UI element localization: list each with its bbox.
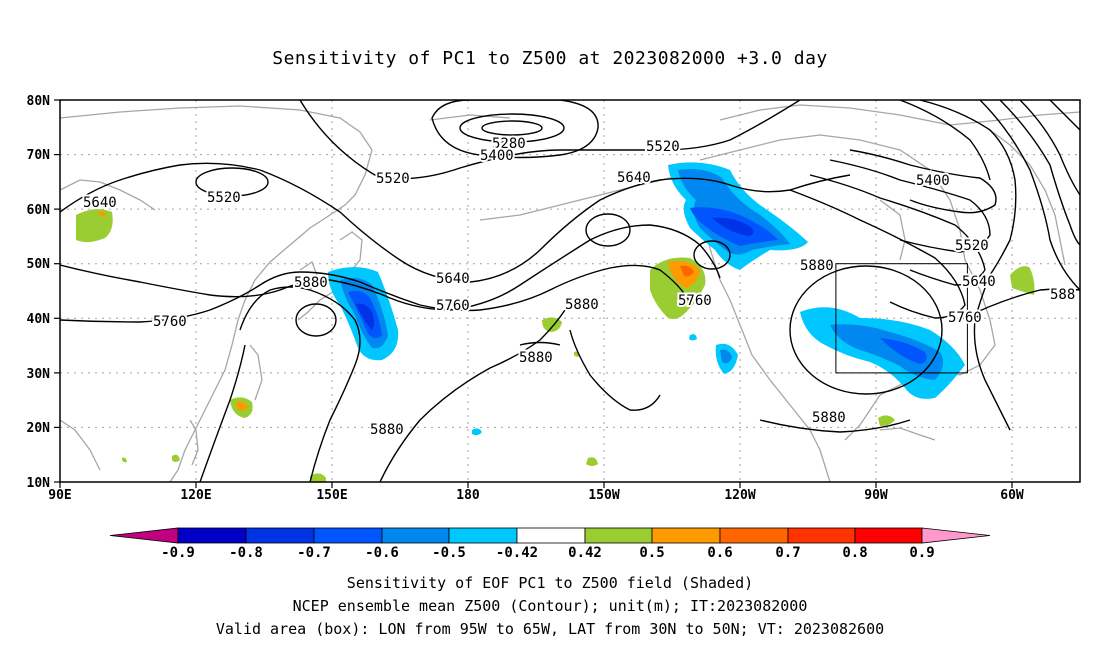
colorbar-label: -0.9: [161, 545, 195, 561]
contour-label: 5520: [207, 190, 241, 206]
colorbar-bin: [787, 527, 856, 544]
map-area: [60, 100, 1080, 482]
contour-5280: [459, 113, 565, 143]
contour-label: 5640: [436, 271, 470, 287]
lat-tick-label: 40N: [27, 312, 51, 327]
positive-sensitivity-region: [1010, 266, 1035, 295]
colorbar-label: 0.42: [568, 545, 602, 561]
lon-tick-label: 90E: [48, 488, 71, 503]
contour-label: 5760: [678, 293, 712, 309]
colorbar-bin: [448, 527, 518, 544]
valid-area-box: [835, 263, 968, 374]
contour-label: 5880: [800, 258, 834, 274]
contour-5520-west: [195, 167, 269, 197]
footer-line-1: Sensitivity of EOF PC1 to Z500 field (Sh…: [346, 574, 754, 592]
contour-label: 5520: [376, 171, 410, 187]
colorbar-bin: [177, 527, 247, 544]
lat-tick-label: 50N: [27, 257, 51, 272]
lon-tick-label: 180: [456, 488, 480, 503]
contour-label: 5880: [294, 275, 328, 291]
grid-lines: [60, 100, 1080, 482]
footer-line-3: Valid area (box): LON from 95W to 65W, L…: [215, 620, 885, 638]
colorbar-bin: [516, 527, 586, 544]
colorbar-label: 0.7: [775, 545, 800, 561]
colorbar-bin: [854, 527, 923, 544]
lat-tick-label: 80N: [27, 94, 51, 109]
colorbar-label: -0.6: [365, 545, 399, 561]
colorbar-label: -0.5: [432, 545, 466, 561]
contour-label: 5760: [948, 310, 982, 326]
lon-tick-label: 120W: [724, 488, 755, 503]
colorbar-label: -0.42: [496, 545, 538, 561]
lat-tick-label: 20N: [27, 421, 51, 436]
colorbar: [109, 527, 991, 544]
contour-5520: [60, 100, 801, 180]
contour-labels: 5280 5400 5520 5520 5520 5640 5640 5640 …: [81, 134, 1077, 440]
contour-label: 5520: [955, 238, 989, 254]
colorbar-label: 0.8: [842, 545, 867, 561]
contour-label: 5400: [916, 173, 950, 189]
colorbar-bin: [651, 527, 721, 544]
contour-5760: [60, 264, 691, 323]
contour-label: 5880: [565, 297, 599, 313]
lon-tick-label: 150E: [316, 488, 347, 503]
contour-label: 5640: [962, 274, 996, 290]
map-frame: [59, 99, 1081, 483]
contour-label: 5400: [480, 148, 514, 164]
colorbar-label: 0.5: [639, 545, 664, 561]
contour-label: 5880: [812, 410, 846, 426]
positive-sensitivity-region: [76, 209, 113, 243]
chart-title: Sensitivity of PC1 to Z500 at 2023082000…: [272, 48, 828, 69]
lon-tick-label: 90W: [864, 488, 888, 503]
lat-tick-label: 10N: [27, 476, 51, 491]
contour-label: 5760: [436, 298, 470, 314]
contour-label: 5640: [617, 170, 651, 186]
colorbar-labels: -0.9 -0.8 -0.7 -0.6 -0.5 -0.42 0.42 0.5 …: [161, 545, 935, 561]
contour-label: 5520: [646, 139, 680, 155]
colorbar-arrow-high: [921, 527, 991, 544]
colorbar-label: -0.8: [229, 545, 263, 561]
lat-tick-label: 70N: [27, 148, 51, 163]
lat-tick-label: 60N: [27, 203, 51, 218]
contour-5880-high: [789, 265, 943, 395]
colorbar-bin: [584, 527, 653, 544]
footer-line-2: NCEP ensemble mean Z500 (Contour); unit(…: [292, 597, 808, 615]
contour-5640: [60, 162, 851, 283]
colorbar-label: -0.7: [297, 545, 331, 561]
colorbar-label: 0.6: [707, 545, 732, 561]
contour-label: 5760: [153, 314, 187, 330]
colorbar-bin: [313, 527, 383, 544]
colorbar-bin: [719, 527, 789, 544]
lon-tick-label: 150W: [588, 488, 619, 503]
colorbar-bin: [381, 527, 450, 544]
z500-contours: [60, 100, 1080, 482]
colorbar-bin: [245, 527, 315, 544]
contour-label: 5880: [519, 350, 553, 366]
lon-tick-label: 60W: [1000, 488, 1024, 503]
colorbar-arrow-low: [109, 527, 179, 544]
contour-label: 588: [1050, 287, 1075, 303]
contour-label: 5640: [83, 195, 117, 211]
colorbar-label: 0.9: [909, 545, 934, 561]
contour-label: 5280: [492, 136, 526, 152]
contour-label: 5880: [370, 422, 404, 438]
lon-tick-label: 120E: [180, 488, 211, 503]
lat-tick-label: 30N: [27, 367, 51, 382]
contour-5880: [239, 286, 361, 482]
